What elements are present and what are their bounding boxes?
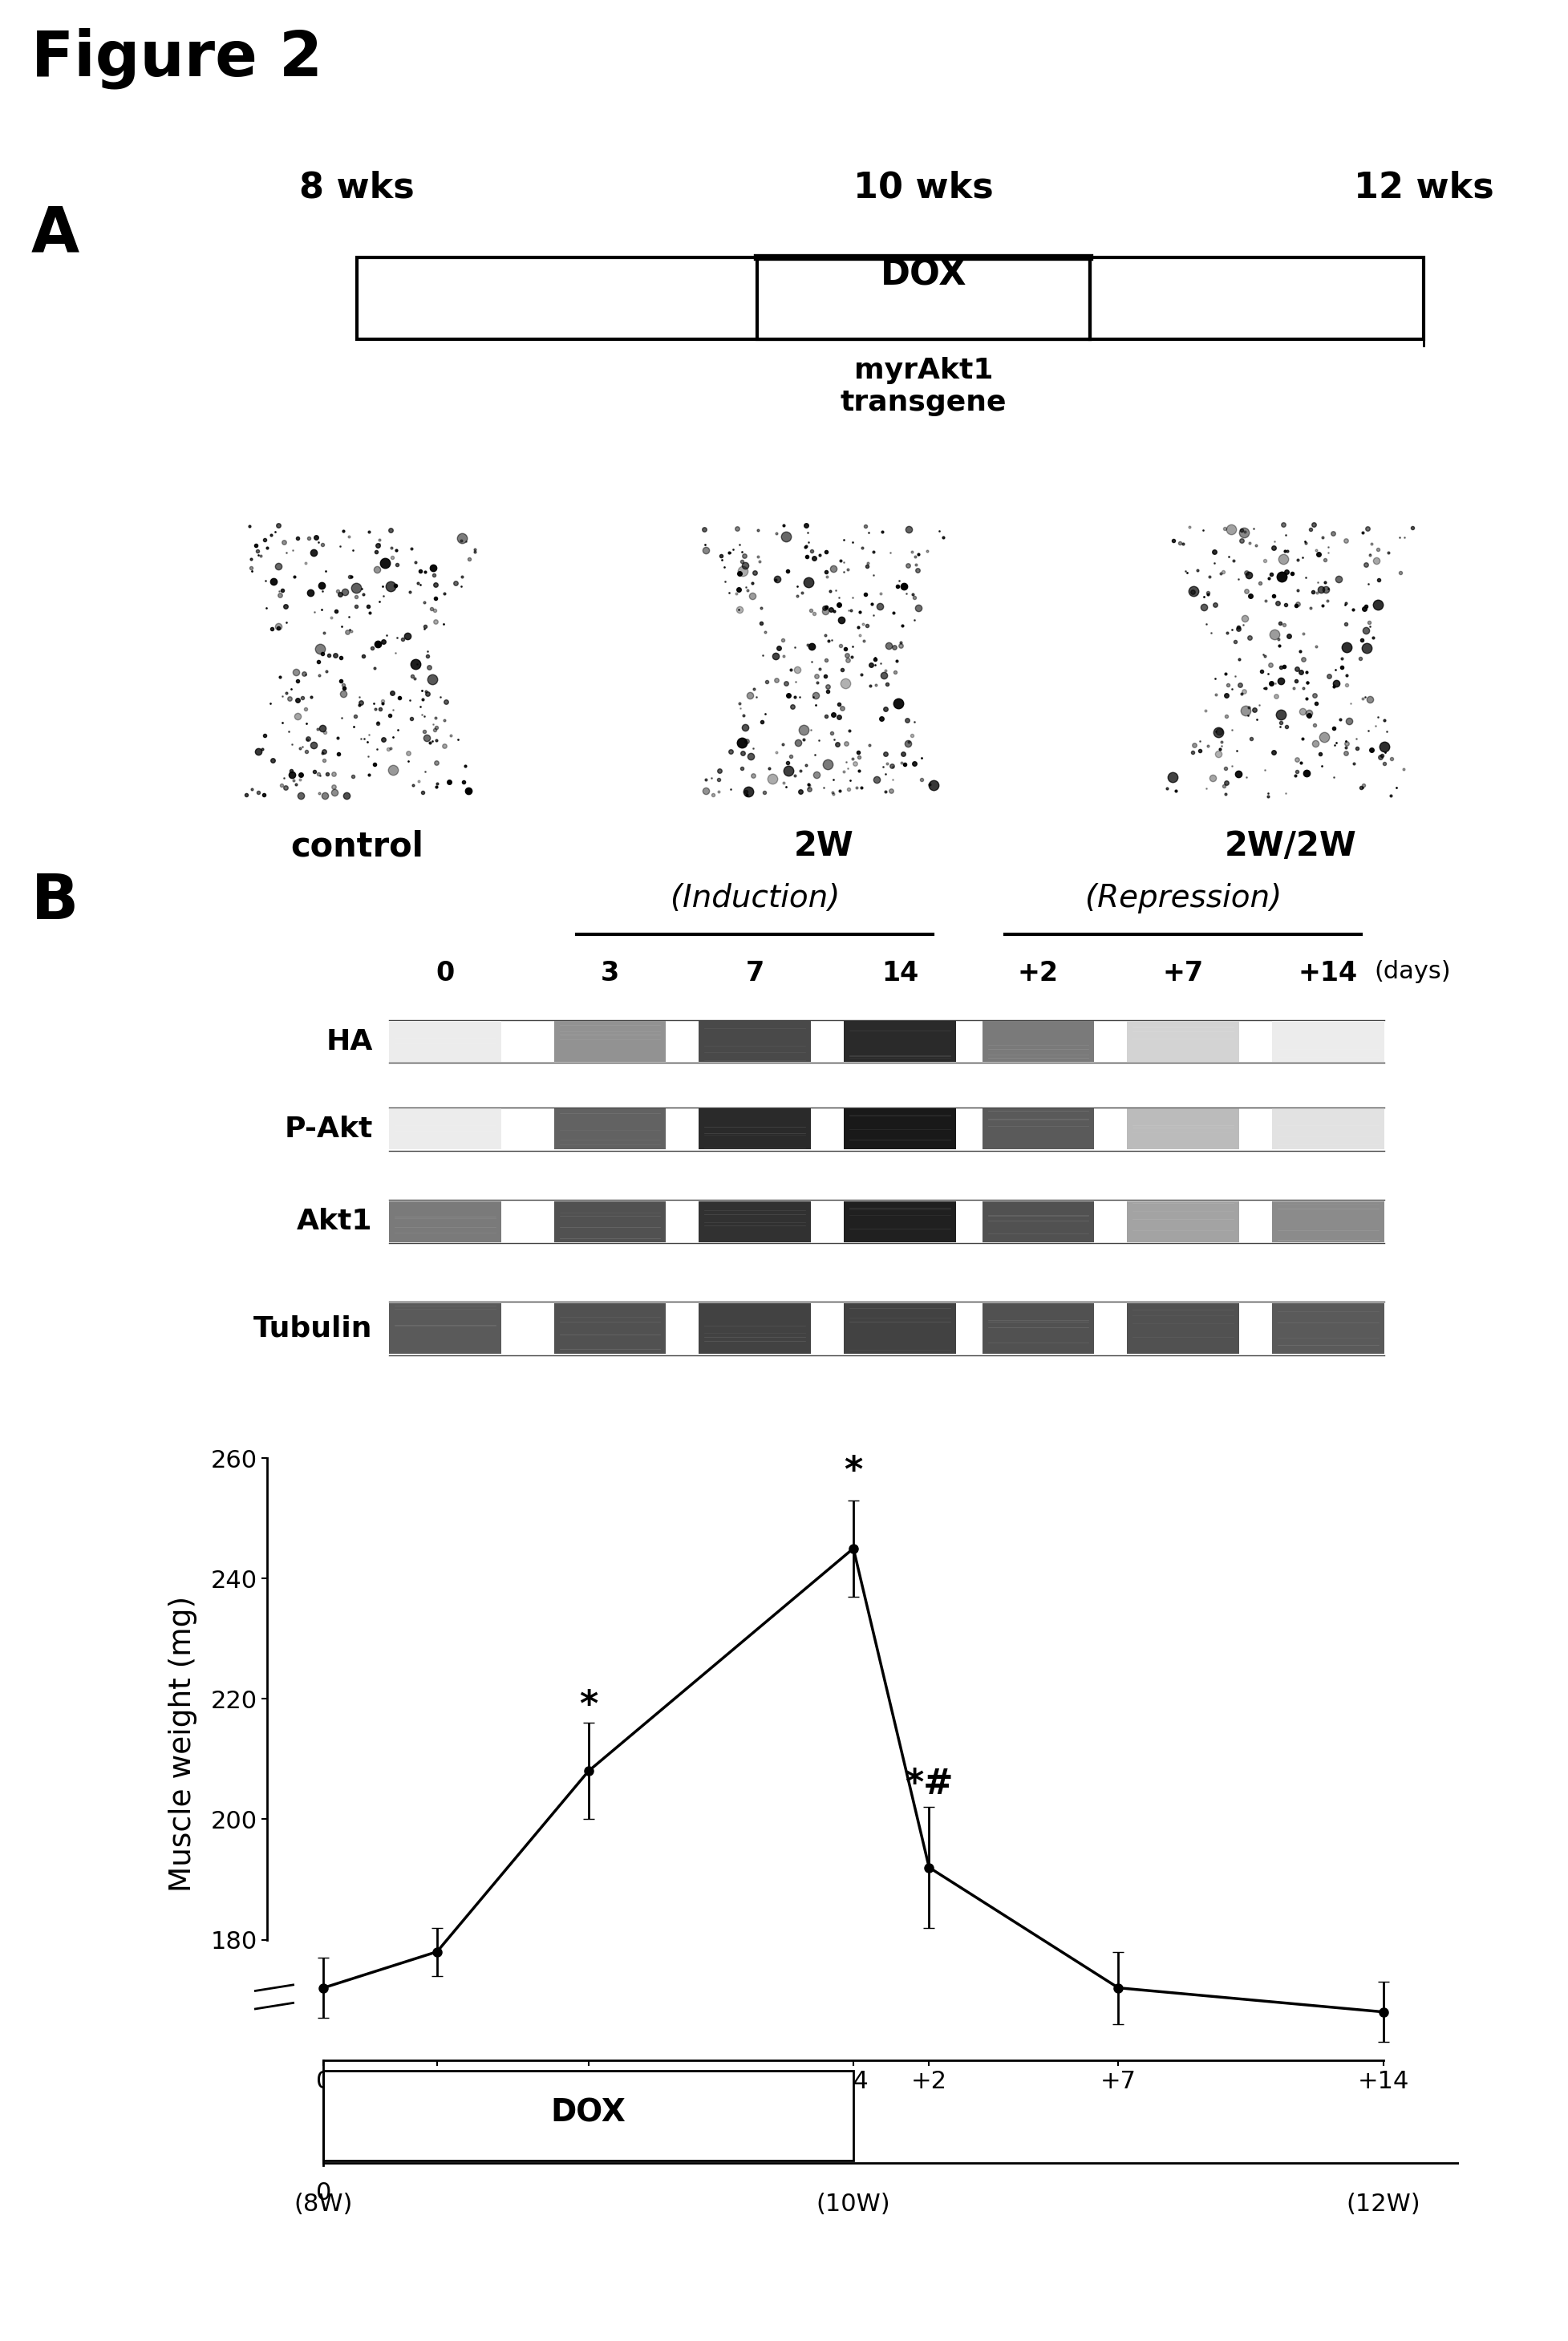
Bar — [1143, 510, 1436, 803]
Bar — [677, 510, 969, 803]
Bar — [1126, 1021, 1239, 1063]
Bar — [323, 2069, 853, 2161]
Bar — [844, 1201, 955, 1243]
Bar — [358, 258, 1424, 339]
Bar — [844, 1107, 955, 1149]
Text: 2W/2W: 2W/2W — [1223, 829, 1356, 864]
Bar — [554, 1201, 665, 1243]
Bar — [1272, 1021, 1383, 1063]
Bar — [389, 1201, 500, 1243]
Bar — [844, 1021, 955, 1063]
Text: 2W: 2W — [793, 829, 853, 864]
Text: 8 wks: 8 wks — [299, 171, 414, 204]
Bar — [554, 1304, 665, 1353]
Text: 3: 3 — [601, 960, 619, 988]
Text: DOX: DOX — [550, 2098, 626, 2128]
Bar — [554, 1021, 665, 1063]
Bar — [699, 1021, 811, 1063]
Bar — [699, 1107, 811, 1149]
Text: *: * — [844, 1454, 862, 1489]
Bar — [982, 1304, 1094, 1353]
Text: myrAkt1
transgene: myrAkt1 transgene — [840, 356, 1007, 417]
Bar — [1126, 1304, 1239, 1353]
Text: Tubulin: Tubulin — [254, 1316, 373, 1341]
Text: 0: 0 — [315, 2182, 331, 2205]
Text: +14: +14 — [1298, 960, 1358, 988]
Text: A: A — [31, 204, 80, 265]
Text: DOX: DOX — [880, 258, 966, 293]
Bar — [699, 1201, 811, 1243]
Bar — [389, 1021, 500, 1063]
Bar — [699, 1304, 811, 1353]
Text: Figure 2: Figure 2 — [31, 28, 323, 89]
Bar — [389, 1304, 500, 1353]
Text: *: * — [579, 1688, 597, 1723]
Bar — [757, 258, 1090, 339]
Text: (days): (days) — [1374, 960, 1450, 983]
Text: 10 wks: 10 wks — [853, 171, 993, 204]
Y-axis label: Muscle weight (mg): Muscle weight (mg) — [168, 1597, 198, 1892]
Bar — [1126, 1201, 1239, 1243]
Text: B: B — [31, 871, 78, 932]
Bar — [210, 510, 503, 803]
Text: *#: *# — [905, 1767, 953, 1800]
Bar — [844, 1304, 955, 1353]
Bar — [554, 1107, 665, 1149]
Text: (8W): (8W) — [293, 2194, 353, 2217]
Bar — [1272, 1201, 1383, 1243]
Bar — [982, 1107, 1094, 1149]
Text: 14: 14 — [881, 960, 917, 988]
Text: control: control — [290, 829, 423, 864]
Text: 7: 7 — [745, 960, 764, 988]
Text: Akt1: Akt1 — [296, 1208, 373, 1236]
Text: +2: +2 — [1018, 960, 1058, 988]
Bar — [389, 1107, 500, 1149]
Text: (Induction): (Induction) — [670, 883, 839, 913]
Text: (10W): (10W) — [815, 2194, 891, 2217]
Text: P-Akt: P-Akt — [284, 1114, 373, 1142]
Bar — [1272, 1107, 1383, 1149]
Text: HA: HA — [326, 1028, 373, 1056]
Bar — [982, 1201, 1094, 1243]
Text: 12 wks: 12 wks — [1353, 171, 1493, 204]
Text: (Repression): (Repression) — [1085, 883, 1281, 913]
Bar — [982, 1021, 1094, 1063]
Text: 0: 0 — [436, 960, 455, 988]
Text: (12W): (12W) — [1345, 2194, 1419, 2217]
Bar — [1126, 1107, 1239, 1149]
Bar — [1272, 1304, 1383, 1353]
Text: +7: +7 — [1162, 960, 1203, 988]
